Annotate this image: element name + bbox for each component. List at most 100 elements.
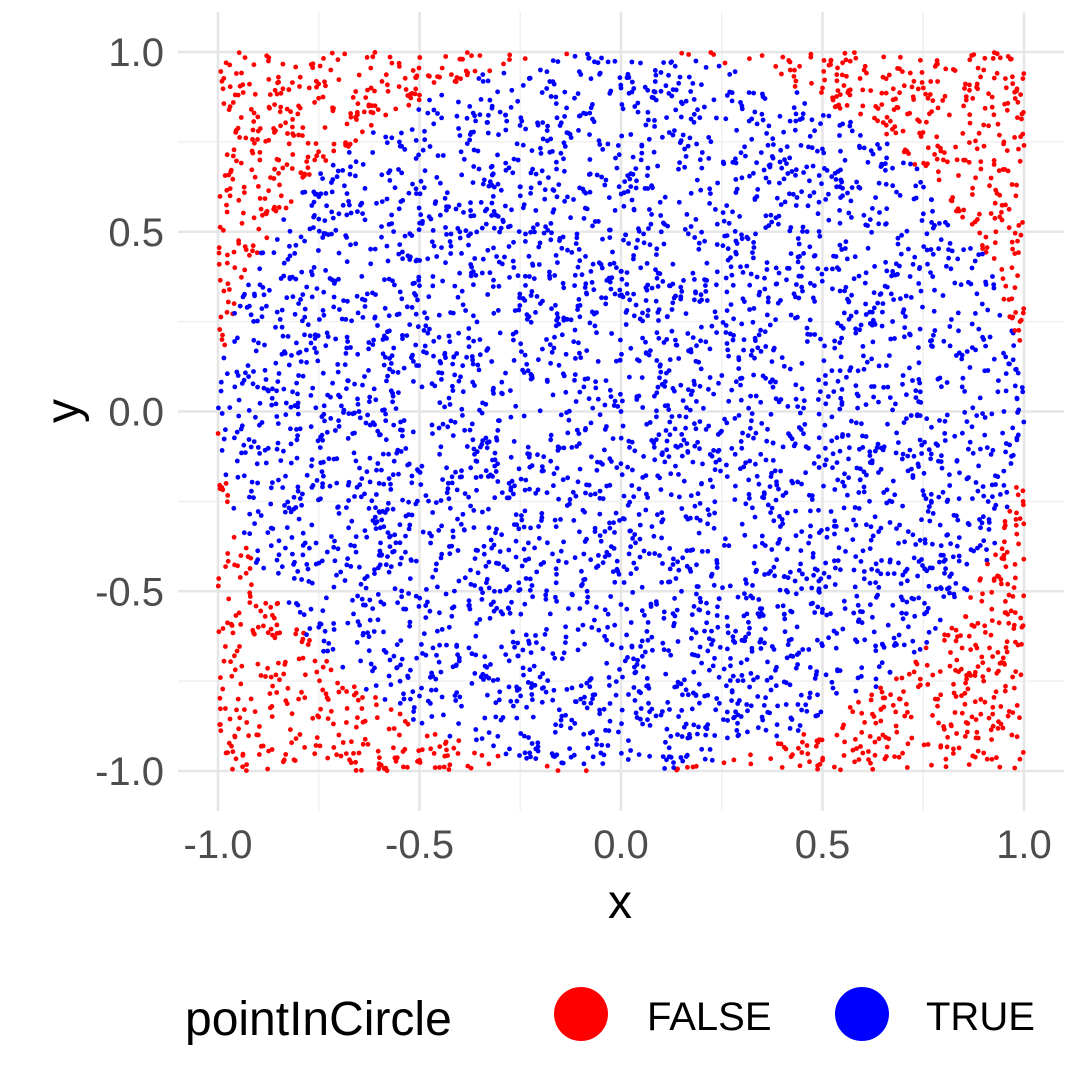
scatter-point-true — [846, 456, 851, 462]
scatter-point-true — [354, 640, 360, 645]
scatter-point-true — [616, 184, 622, 190]
scatter-point-true — [280, 485, 286, 490]
scatter-point-true — [576, 69, 582, 74]
scatter-point-true — [823, 266, 829, 272]
scatter-point-false — [316, 95, 321, 101]
scatter-point-true — [1001, 350, 1006, 356]
scatter-point-true — [649, 634, 655, 640]
scatter-point-true — [399, 555, 404, 561]
scatter-point-true — [539, 515, 545, 520]
scatter-point-true — [905, 529, 911, 534]
scatter-point-true — [307, 226, 313, 232]
scatter-point-true — [246, 374, 252, 379]
scatter-point-false — [236, 50, 242, 56]
scatter-point-true — [981, 538, 987, 544]
scatter-point-true — [534, 294, 540, 299]
scatter-point-true — [864, 359, 870, 365]
scatter-point-true — [344, 345, 350, 351]
scatter-point-true — [900, 503, 905, 509]
scatter-point-true — [540, 346, 545, 352]
scatter-point-true — [439, 694, 445, 700]
scatter-point-true — [795, 314, 800, 320]
scatter-point-true — [711, 391, 716, 397]
scatter-point-false — [959, 693, 964, 699]
scatter-point-true — [943, 566, 948, 572]
scatter-point-true — [703, 283, 708, 288]
scatter-point-true — [876, 399, 881, 405]
scatter-point-true — [310, 385, 316, 391]
scatter-point-true — [846, 210, 852, 216]
scatter-point-true — [420, 147, 426, 153]
scatter-point-true — [295, 569, 301, 574]
scatter-point-true — [517, 184, 523, 190]
scatter-point-true — [414, 655, 419, 661]
scatter-point-true — [320, 608, 326, 614]
scatter-point-true — [267, 287, 272, 293]
scatter-point-false — [917, 119, 922, 124]
scatter-point-false — [997, 764, 1003, 770]
scatter-point-true — [587, 189, 593, 195]
scatter-point-true — [439, 377, 444, 382]
scatter-point-true — [743, 460, 748, 466]
scatter-point-true — [816, 397, 821, 402]
scatter-point-false — [330, 105, 335, 111]
scatter-point-true — [427, 97, 432, 103]
scatter-point-false — [268, 674, 274, 680]
scatter-point-true — [608, 286, 614, 292]
scatter-point-true — [435, 111, 440, 116]
scatter-point-true — [676, 166, 681, 172]
scatter-point-true — [467, 132, 473, 137]
scatter-point-true — [823, 672, 829, 678]
scatter-point-false — [989, 737, 994, 742]
scatter-point-true — [817, 233, 823, 239]
scatter-point-true — [725, 257, 731, 263]
scatter-point-false — [431, 751, 437, 756]
scatter-point-true — [437, 451, 442, 457]
scatter-point-true — [890, 165, 895, 171]
scatter-point-true — [664, 438, 670, 444]
scatter-point-true — [260, 250, 266, 256]
scatter-point-false — [1002, 688, 1008, 694]
scatter-point-true — [464, 141, 470, 147]
scatter-point-true — [810, 163, 816, 169]
scatter-point-true — [984, 547, 989, 552]
scatter-point-true — [867, 449, 873, 455]
scatter-point-true — [340, 168, 346, 173]
scatter-point-true — [556, 496, 561, 502]
scatter-point-true — [344, 386, 349, 392]
scatter-point-true — [807, 665, 813, 670]
scatter-point-true — [815, 712, 821, 718]
scatter-point-true — [353, 241, 359, 247]
scatter-point-true — [938, 237, 944, 243]
scatter-point-false — [323, 83, 328, 89]
scatter-point-false — [805, 751, 811, 757]
scatter-point-true — [602, 607, 608, 613]
scatter-point-true — [794, 282, 799, 287]
scatter-point-true — [554, 194, 560, 200]
scatter-point-true — [253, 414, 258, 420]
scatter-point-true — [323, 343, 329, 349]
scatter-point-true — [875, 142, 880, 147]
scatter-point-true — [320, 308, 326, 313]
scatter-point-true — [821, 483, 826, 489]
scatter-point-false — [331, 721, 336, 727]
scatter-point-true — [279, 307, 285, 313]
scatter-point-false — [1018, 134, 1023, 140]
scatter-point-true — [534, 569, 540, 575]
scatter-point-true — [739, 445, 745, 451]
scatter-point-true — [365, 630, 370, 636]
scatter-point-true — [311, 265, 317, 270]
scatter-point-true — [946, 255, 951, 261]
scatter-point-true — [758, 150, 764, 156]
scatter-point-true — [722, 543, 727, 548]
scatter-point-true — [823, 373, 828, 378]
scatter-point-true — [509, 207, 514, 213]
scatter-point-false — [891, 107, 897, 112]
scatter-point-true — [398, 638, 404, 643]
scatter-point-false — [251, 110, 257, 116]
scatter-point-true — [725, 646, 730, 652]
scatter-point-true — [648, 604, 654, 609]
scatter-point-false — [304, 159, 310, 165]
scatter-point-true — [542, 187, 548, 193]
scatter-point-false — [223, 644, 228, 649]
